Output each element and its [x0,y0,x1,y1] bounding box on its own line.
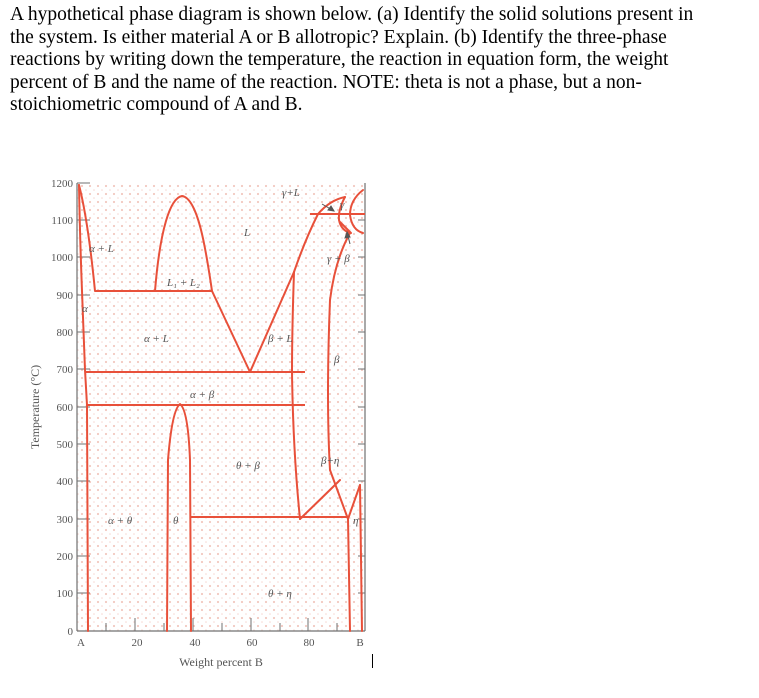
plot-background [77,183,365,631]
y-tick-label: 200 [57,551,74,563]
miscibility-dome [154,195,213,292]
x-tick-labels: A 20 40 60 80 B [77,637,364,649]
x-tick-label: A [77,637,85,649]
y-tick-label: 300 [57,514,74,526]
y-tick-label: 400 [57,476,74,488]
y-tick-label: 100 [57,588,74,600]
label-gamma-plus-beta: γ + β [327,253,350,265]
y-tick-label: 1200 [51,178,74,190]
gamma-arrow-line [339,221,352,234]
label-alpha-plus-l-top: α + L [89,243,114,255]
label-theta: θ [173,515,179,527]
question-line-4: percent of B and the name of the reactio… [10,71,642,93]
label-gamma: γ [340,199,345,211]
y-tick-label: 700 [57,364,74,376]
phase-diagram: 1200 1100 1000 900 800 700 600 500 400 3… [28,178,366,669]
question-line-3: reactions by writing down the temperatur… [10,49,669,70]
x-ticks [105,618,338,631]
label-beta-plus-eta: β+η [320,455,339,467]
label-eta: η [353,515,358,527]
y-tick-label: 500 [57,439,74,451]
text-cursor [372,654,373,668]
x-tick-label: B [356,637,363,649]
gamma-dome-left [337,196,351,234]
alpha-solvus-left [78,184,89,632]
label-alpha-plus-l: α + L [144,333,169,345]
question-line-2: the system. Is either material A or B al… [10,26,667,48]
label-l1-plus-l2: L₁ + L₂ [166,277,200,289]
x-axis-label: Weight percent B [179,655,263,669]
y-tick-label: 0 [68,626,74,638]
label-l: L [243,227,250,239]
isotherms [85,213,365,518]
y-tick-label: 1000 [51,252,74,264]
x-tick-label: 60 [247,637,259,649]
eta-right [359,484,363,632]
eta-left [347,518,351,632]
region-labels: γ+L γ L α + L γ + β L₁ + L₂ α α + L β + … [82,187,358,600]
label-alpha: α [82,303,88,315]
y-tick-label: 800 [57,327,74,339]
label-beta: β [333,354,340,366]
x-tick-label: 80 [304,637,316,649]
gamma-arrows [321,203,351,245]
label-gamma-plus-l: γ+L [282,187,300,199]
label-theta-plus-beta: θ + β [236,460,260,472]
gamma-beta-left [327,232,351,471]
question-line-5: stoichiometric compound of A and B. [10,94,303,115]
y-axis-label: Temperature (°C) [28,365,42,449]
y-tick-label: 600 [57,402,74,414]
label-beta-plus-l: β + L [267,333,293,345]
label-alpha-plus-beta: α + β [190,389,215,401]
question-text: A hypothetical phase diagram is shown be… [10,4,750,117]
label-theta-plus-eta: θ + η [268,588,292,600]
beta-solvus-right [299,479,341,520]
y-tick-labels: 1200 1100 1000 900 800 700 600 500 400 3… [51,178,74,638]
question-line-1: A hypothetical phase diagram is shown be… [10,4,694,25]
y-tick-label: 900 [57,290,74,302]
label-alpha-plus-theta: α + θ [108,515,133,527]
liquidus-to-eutectic-left [211,290,251,373]
alpha-liquidus [78,184,96,292]
x-tick-label: 40 [190,637,202,649]
y-tick-label: 1100 [51,215,73,227]
x-tick-label: 20 [132,637,144,649]
